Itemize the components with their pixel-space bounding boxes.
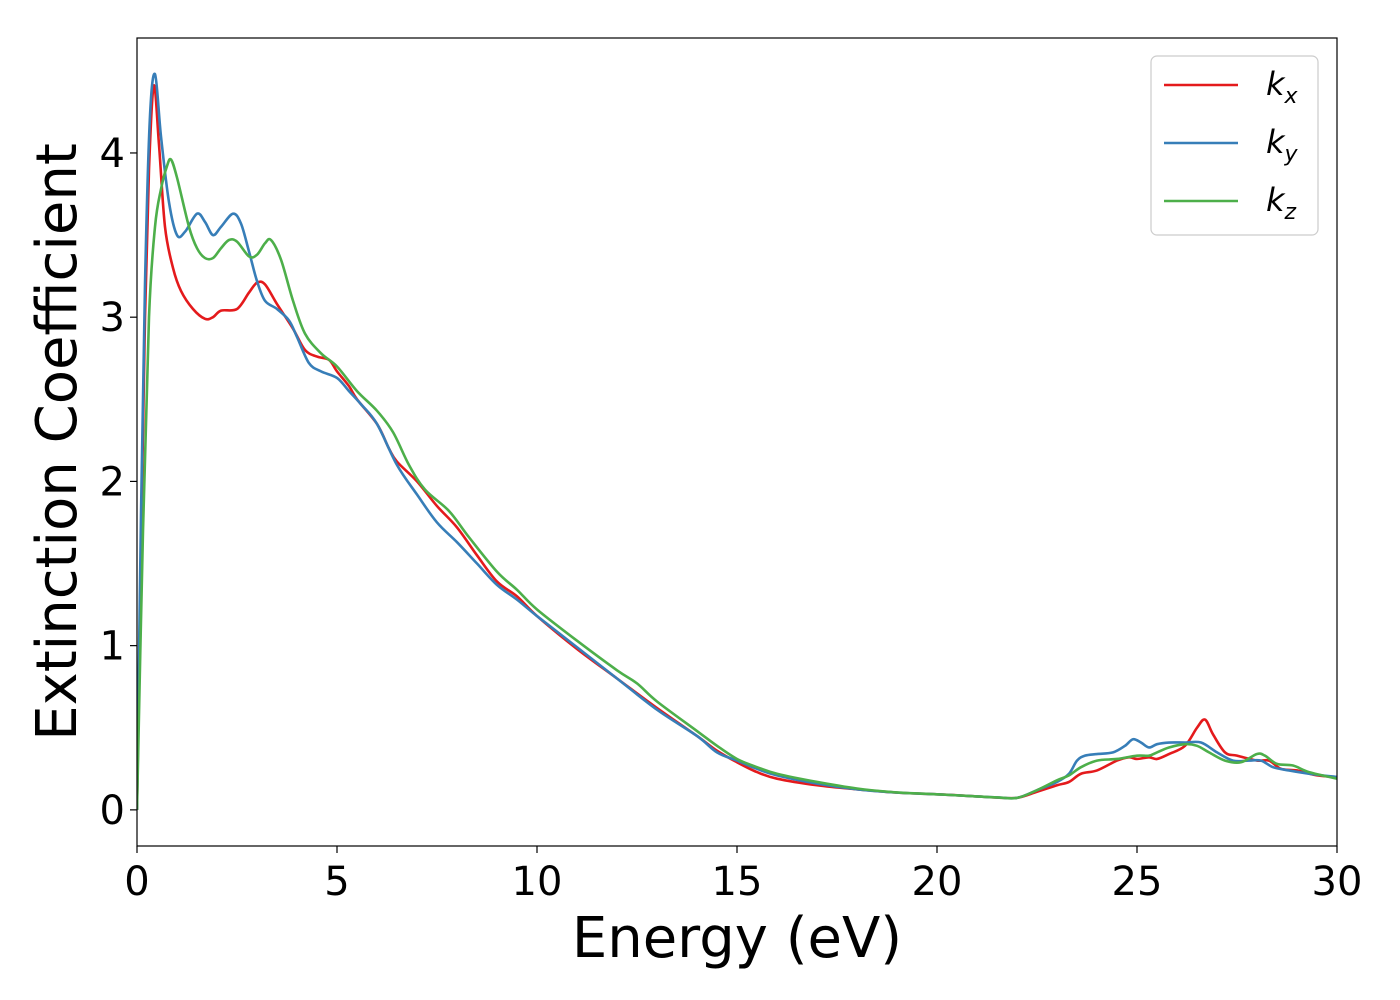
y-axis: 0 1 2 3 4 [100, 131, 137, 834]
series-line-z [137, 157, 1337, 810]
legend-label-x: kx [1266, 65, 1299, 109]
x-tick-label: 25 [1112, 859, 1163, 905]
y-tick-label: 0 [100, 788, 125, 834]
legend: kx ky kz [1150, 55, 1319, 236]
legend-label-z: kz [1266, 181, 1297, 225]
x-tick-label: 5 [324, 859, 349, 905]
y-axis-title: Extinction Coefficient [25, 143, 90, 741]
x-tick-label: 20 [912, 859, 963, 905]
plot-lines [137, 72, 1337, 810]
y-tick-label: 1 [100, 624, 125, 670]
legend-label-y: ky [1266, 123, 1299, 167]
x-tick-label: 10 [512, 859, 563, 905]
y-tick-label: 2 [100, 459, 125, 505]
y-tick-label: 3 [100, 295, 125, 341]
x-tick-label: 30 [1312, 859, 1363, 905]
x-tick-label: 0 [124, 859, 149, 905]
y-tick-label: 4 [100, 131, 125, 177]
x-axis-title: Energy (eV) [572, 906, 902, 971]
x-axis: 0 5 10 15 20 25 30 [124, 846, 1362, 905]
x-tick-label: 15 [712, 859, 763, 905]
series-line-y [137, 72, 1337, 810]
legend-box [1150, 55, 1319, 236]
